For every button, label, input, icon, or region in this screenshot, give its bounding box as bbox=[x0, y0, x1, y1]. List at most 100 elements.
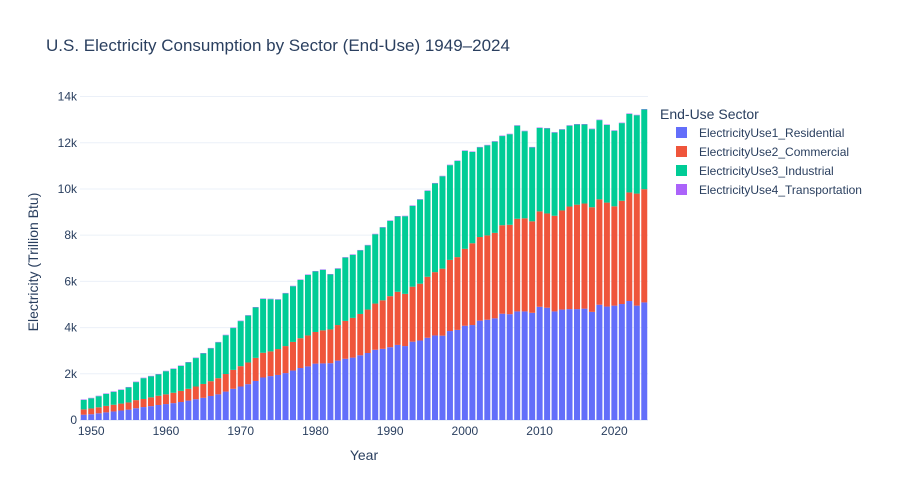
bar-segment bbox=[304, 366, 311, 420]
bar-segment bbox=[342, 320, 349, 359]
bar-segment bbox=[521, 131, 528, 219]
bar-segment bbox=[551, 311, 558, 420]
bar-segment bbox=[461, 150, 468, 249]
bar-segment bbox=[133, 408, 140, 420]
bar-segment bbox=[476, 320, 483, 420]
y-tick-label: 6k bbox=[64, 274, 78, 288]
bar-segment bbox=[566, 309, 573, 420]
bar-segment bbox=[514, 218, 521, 312]
bar-segment bbox=[215, 378, 222, 395]
y-tick-label: 14k bbox=[58, 90, 78, 104]
bar-segment bbox=[192, 399, 199, 420]
bar-segment bbox=[461, 325, 468, 420]
y-axis-ticks: 0 2k 4k 6k 8k 10k 12k 14k bbox=[58, 90, 78, 427]
bar-segment bbox=[379, 300, 386, 349]
bar-segment bbox=[267, 351, 274, 377]
bar-segment bbox=[319, 269, 326, 331]
legend-label: ElectricityUse3_Industrial bbox=[699, 164, 834, 178]
bar-segment bbox=[379, 227, 386, 301]
bar-segment bbox=[574, 204, 580, 310]
x-axis-ticks: 1950 1960 1970 1980 1990 2000 2010 2020 bbox=[78, 424, 628, 438]
bar-segment bbox=[574, 309, 580, 420]
bar-segment bbox=[237, 386, 244, 420]
bar-segment bbox=[394, 344, 401, 420]
bar-segment bbox=[155, 404, 162, 420]
bar-segment bbox=[439, 176, 446, 269]
bar-segment bbox=[133, 400, 140, 409]
bar-segment bbox=[581, 203, 588, 309]
bar-segment bbox=[514, 311, 521, 420]
bar-segment bbox=[110, 404, 117, 412]
bar-segment bbox=[394, 291, 401, 345]
bar-segment bbox=[80, 414, 87, 420]
bar-segment bbox=[282, 346, 289, 374]
bar-segment bbox=[245, 384, 252, 420]
bar-segment bbox=[245, 315, 252, 363]
bar-segment bbox=[536, 306, 543, 420]
bar-segment bbox=[252, 307, 259, 358]
x-axis-title: Year bbox=[350, 447, 379, 463]
bar-segment bbox=[626, 192, 633, 302]
chart-title: U.S. Electricity Consumption by Sector (… bbox=[46, 36, 510, 55]
bar-segment bbox=[491, 141, 498, 233]
bar-segment bbox=[200, 397, 207, 420]
bar-segment bbox=[596, 199, 603, 305]
bar-segment bbox=[387, 220, 394, 297]
bar-segment bbox=[118, 403, 125, 411]
bar-segment bbox=[110, 391, 117, 405]
bar-segment bbox=[469, 325, 476, 420]
bar-segment bbox=[162, 394, 169, 405]
bar-segment bbox=[424, 190, 431, 277]
bar-segment bbox=[454, 161, 461, 258]
bar-segment bbox=[297, 338, 304, 369]
bar-segment bbox=[110, 411, 117, 420]
bar-segment bbox=[461, 248, 468, 326]
bar-segment bbox=[596, 304, 603, 420]
x-tick-label: 2010 bbox=[526, 424, 553, 438]
bar-segment bbox=[192, 358, 199, 387]
bar-segment bbox=[566, 206, 573, 310]
legend-swatch bbox=[676, 184, 687, 195]
bar-segment bbox=[469, 243, 476, 326]
bar-segment bbox=[245, 362, 252, 385]
x-tick-label: 1990 bbox=[377, 424, 404, 438]
bar-segment bbox=[275, 349, 282, 375]
bar-segment bbox=[192, 386, 199, 400]
bar-segment bbox=[334, 360, 341, 420]
bar-segment bbox=[491, 232, 498, 319]
bar-segment bbox=[581, 308, 588, 420]
bar-segment bbox=[230, 328, 237, 370]
legend-swatch bbox=[676, 127, 687, 138]
legend-items: ElectricityUse1_Residential ElectricityUs… bbox=[676, 126, 862, 197]
bar-segment bbox=[476, 237, 483, 321]
x-tick-label: 1970 bbox=[227, 424, 254, 438]
y-tick-label: 2k bbox=[64, 367, 78, 381]
bar-segment bbox=[439, 335, 446, 420]
bar-segment bbox=[290, 341, 296, 371]
bar-segment bbox=[267, 299, 274, 352]
bar-segment bbox=[506, 314, 513, 420]
x-tick-label: 1960 bbox=[153, 424, 180, 438]
bar-segment bbox=[282, 293, 289, 347]
y-tick-label: 10k bbox=[58, 182, 78, 196]
bar-segment bbox=[230, 369, 237, 389]
legend-swatch bbox=[676, 165, 687, 176]
bar-segment bbox=[402, 216, 409, 294]
bar-segment bbox=[641, 189, 648, 303]
bar-segment bbox=[574, 124, 580, 205]
bar-segment bbox=[177, 401, 184, 420]
bar-segment bbox=[491, 318, 498, 420]
bar-segment bbox=[618, 304, 625, 420]
bar-segment bbox=[364, 353, 371, 420]
bar-segment bbox=[544, 307, 551, 420]
bar-segment bbox=[603, 202, 610, 307]
bar-segment bbox=[588, 207, 595, 312]
bar-segment bbox=[424, 276, 431, 338]
x-tick-label: 1980 bbox=[302, 424, 329, 438]
bar-segment bbox=[364, 245, 371, 310]
bar-segment bbox=[611, 130, 618, 207]
bar-segment bbox=[544, 213, 551, 308]
bar-segment bbox=[222, 335, 229, 375]
bar-segment bbox=[290, 370, 296, 420]
bar-segment bbox=[133, 382, 140, 401]
